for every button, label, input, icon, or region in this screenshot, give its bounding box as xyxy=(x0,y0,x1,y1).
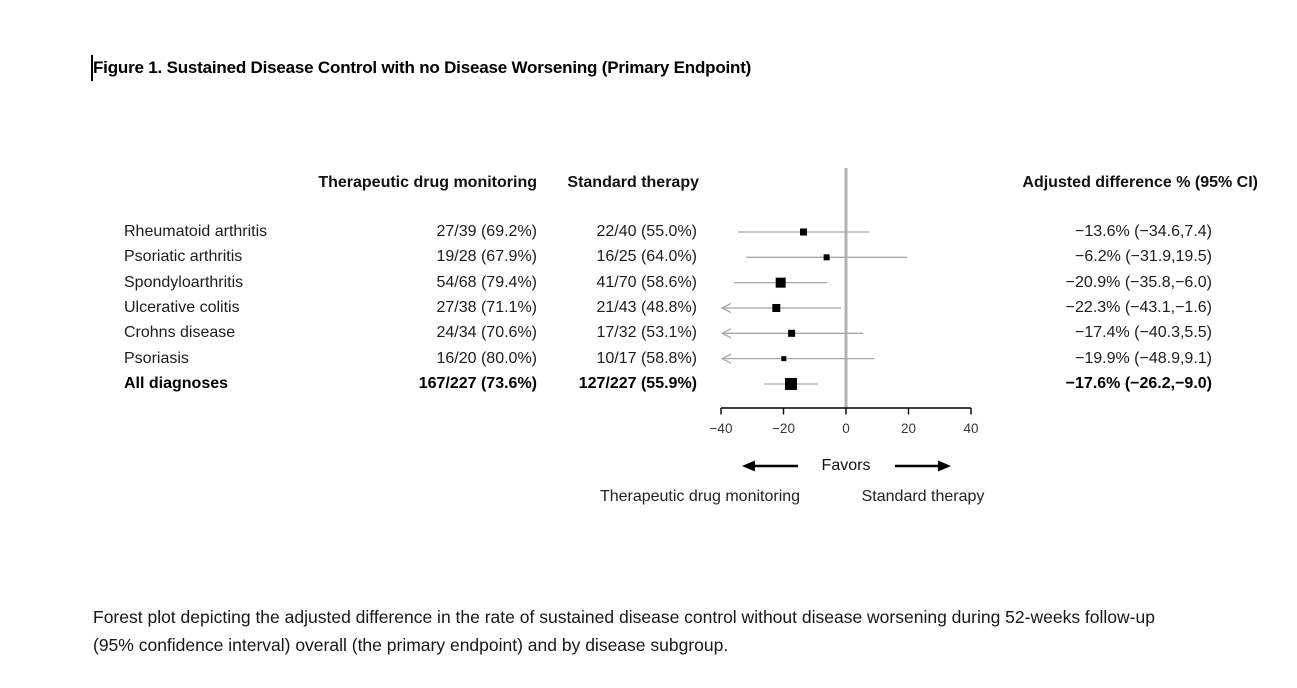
row-label: All diagnoses xyxy=(124,374,229,392)
axis-tick-label: 0 xyxy=(842,421,850,436)
row-standard-value: 41/70 (58.6%) xyxy=(596,273,697,291)
row-label: Crohns disease xyxy=(124,324,236,342)
ci-clip-arrow xyxy=(720,353,732,364)
estimate-marker xyxy=(823,254,830,261)
estimate-marker xyxy=(785,377,797,390)
table-row: Crohns disease 24/34 (70.6%) 17/32 (53.1%)… xyxy=(0,323,1297,343)
column-header-tdm: Therapeutic drug monitoring xyxy=(318,174,537,191)
row-tdm-value: 19/28 (67.9%) xyxy=(436,248,537,266)
favors-right-label: Standard therapy xyxy=(861,488,985,505)
estimate-marker xyxy=(781,356,787,362)
column-header-standard: Standard therapy xyxy=(567,174,699,191)
table-row: Psoriasis 16/20 (80.0%) 10/17 (58.8%) −19.9… xyxy=(0,349,1297,369)
estimate-marker xyxy=(788,329,796,337)
row-tdm-value: 16/20 (80.0%) xyxy=(436,349,537,367)
row-label: Spondyloarthritis xyxy=(124,273,244,291)
row-difference-value: −20.9% (−35.8,−6.0) xyxy=(1065,273,1212,291)
ci-clip-arrow xyxy=(720,302,732,314)
row-tdm-value: 27/39 (69.2%) xyxy=(436,223,537,240)
axis-tick-label: 20 xyxy=(901,421,916,436)
row-label: Psoriatic arthritis xyxy=(124,248,243,266)
row-tdm-value: 54/68 (79.4%) xyxy=(436,273,537,291)
row-tdm-value: 167/227 (73.6%) xyxy=(418,374,537,392)
row-difference-value: −6.2% (−31.9,19.5) xyxy=(1075,248,1212,266)
row-tdm-value: 27/38 (71.1%) xyxy=(436,298,537,316)
axis-tick-label: −20 xyxy=(772,421,795,436)
row-difference-value: −17.6% (−26.2,−9.0) xyxy=(1065,374,1212,392)
caption-line-1: Forest plot depicting the adjusted diffe… xyxy=(93,607,1155,627)
column-header-adjusted-difference: Adjusted difference % (95% CI) xyxy=(1022,174,1258,191)
row-label: Psoriasis xyxy=(124,349,189,367)
table-row: Spondyloarthritis 54/68 (79.4%) 41/70 (58.… xyxy=(0,273,1297,293)
row-difference-value: −22.3% (−43.1,−1.6) xyxy=(1065,298,1212,316)
row-standard-value: 17/32 (53.1%) xyxy=(596,324,697,342)
figure-title: Figure 1. Sustained Disease Control with… xyxy=(93,58,752,77)
row-standard-value: 16/25 (64.0%) xyxy=(596,248,697,266)
estimate-marker xyxy=(775,277,786,288)
table-row: Psoriatic arthritis 19/28 (67.9%) 16/25 (6… xyxy=(0,247,1297,267)
table-row: All diagnoses 167/227 (73.6%) 127/227 (55.… xyxy=(0,374,1297,394)
favors-left-label: Therapeutic drug monitoring xyxy=(599,488,801,505)
favors-label: Favors xyxy=(821,457,871,474)
row-standard-value: 127/227 (55.9%) xyxy=(578,374,697,392)
estimate-marker xyxy=(772,303,781,312)
row-standard-value: 21/43 (48.8%) xyxy=(596,298,697,316)
row-label: Ulcerative colitis xyxy=(124,298,240,316)
axis-tick-label: −40 xyxy=(710,421,733,436)
text-cursor xyxy=(91,55,93,81)
row-label: Rheumatoid arthritis xyxy=(124,223,268,240)
favors-left-arrowhead xyxy=(742,460,755,472)
axis-tick-label: 40 xyxy=(963,421,978,436)
row-difference-value: −19.9% (−48.9,9.1) xyxy=(1075,349,1212,367)
figure-caption: Forest plot depicting the adjusted diffe… xyxy=(93,603,1243,659)
row-difference-value: −17.4% (−40.3,5.5) xyxy=(1075,324,1212,342)
estimate-marker xyxy=(800,228,807,236)
caption-line-2: (95% confidence interval) overall (the p… xyxy=(93,635,729,655)
row-difference-value: −13.6% (−34.6,7.4) xyxy=(1075,223,1212,240)
favors-right-arrowhead xyxy=(938,460,951,472)
table-row: Rheumatoid arthritis 27/39 (69.2%) 22/40 (… xyxy=(0,222,1297,242)
table-row: Ulcerative colitis 27/38 (71.1%) 21/43 (48… xyxy=(0,298,1297,318)
row-tdm-value: 24/34 (70.6%) xyxy=(436,324,537,342)
row-standard-value: 10/17 (58.8%) xyxy=(596,349,697,367)
ci-clip-arrow xyxy=(720,328,732,339)
row-standard-value: 22/40 (55.0%) xyxy=(596,223,697,240)
